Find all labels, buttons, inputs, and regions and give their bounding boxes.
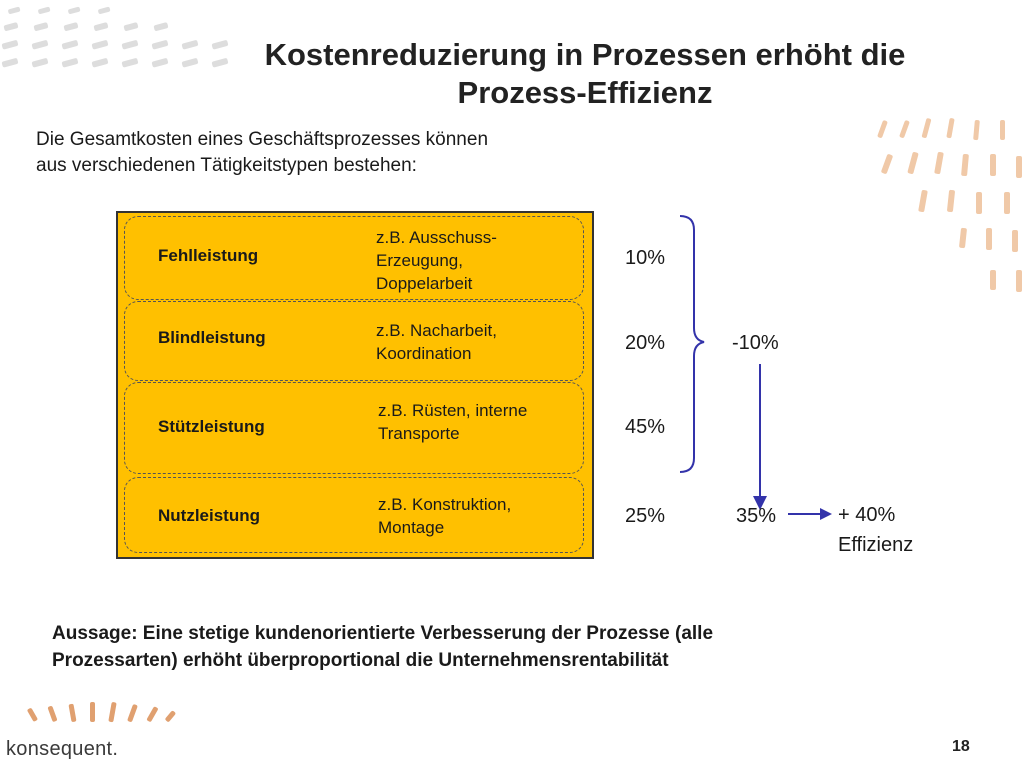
share-percentage: 25%	[625, 505, 666, 527]
activity-example-line: Erzeugung,	[376, 251, 463, 270]
activity-example-line: z.B. Konstruktion,	[378, 495, 512, 514]
activity-example-line: Doppelarbeit	[376, 274, 473, 293]
right-arrow-head	[820, 508, 832, 520]
reduction-value: -10%	[732, 332, 779, 354]
intro-text: Die Gesamtkosten eines Geschäftsprozesse…	[36, 127, 616, 179]
activity-example-line: Transporte	[378, 424, 460, 443]
key-statement-line-1: Aussage: Eine stetige kundenorientierte …	[52, 623, 714, 644]
activity-example-line: z.B. Nacharbeit,	[376, 321, 497, 340]
activity-example: z.B. Konstruktion, Montage	[378, 493, 578, 539]
efficiency-result: + 40% Effizienz	[838, 500, 913, 560]
efficiency-result-line-1: + 40%	[838, 504, 896, 526]
page-number: 18	[952, 738, 970, 755]
slide-title-line-2: Prozess-Effizienz	[457, 75, 713, 110]
activity-row-nutzleistung	[124, 477, 584, 553]
waste-bracket	[679, 215, 705, 473]
activity-row-fehlleistung	[124, 216, 584, 300]
activity-label: Stützleistung	[158, 417, 265, 436]
activity-example-line: Montage	[378, 518, 445, 537]
share-percentage: 10%	[625, 247, 666, 269]
decorative-strokes-top-right	[877, 118, 1022, 292]
activity-example: z.B. Nacharbeit, Koordination	[376, 319, 576, 365]
key-statement-line-2: Prozessarten) erhöht überproportional di…	[52, 650, 669, 671]
activity-example: z.B. Ausschuss- Erzeugung, Doppelarbeit	[376, 226, 576, 295]
activity-label: Blindleistung	[158, 328, 266, 347]
activity-example: z.B. Rüsten, interne Transporte	[378, 399, 578, 445]
activity-row-stuetzleistung	[124, 382, 584, 474]
activity-example-line: Koordination	[376, 344, 472, 363]
efficiency-result-line-2: Effizienz	[838, 534, 914, 556]
activity-example-line: z.B. Rüsten, interne	[378, 401, 528, 420]
activity-example-line: z.B. Ausschuss-	[376, 228, 497, 247]
key-statement: Aussage: Eine stetige kundenorientierte …	[52, 620, 872, 674]
intro-text-line-2: aus verschiedenen Tätigkeitstypen besteh…	[36, 155, 417, 176]
activity-row-blindleistung	[124, 301, 584, 381]
share-percentage: 45%	[625, 416, 666, 438]
brand-logo-text: konsequent.	[6, 738, 119, 760]
new-share-value: 35%	[736, 505, 777, 527]
activity-label: Fehlleistung	[158, 246, 259, 265]
activity-label: Nutzleistung	[158, 506, 260, 525]
decorative-strokes-bottom-left	[27, 702, 176, 723]
share-percentage: 20%	[625, 332, 666, 354]
intro-text-line-1: Die Gesamtkosten eines Geschäftsprozesse…	[36, 129, 489, 150]
slide-title-line-1: Kostenreduzierung in Prozessen erhöht di…	[264, 37, 906, 72]
decorative-strokes-top-left	[1, 6, 229, 68]
slide-title: Kostenreduzierung in Prozessen erhöht di…	[230, 36, 940, 112]
